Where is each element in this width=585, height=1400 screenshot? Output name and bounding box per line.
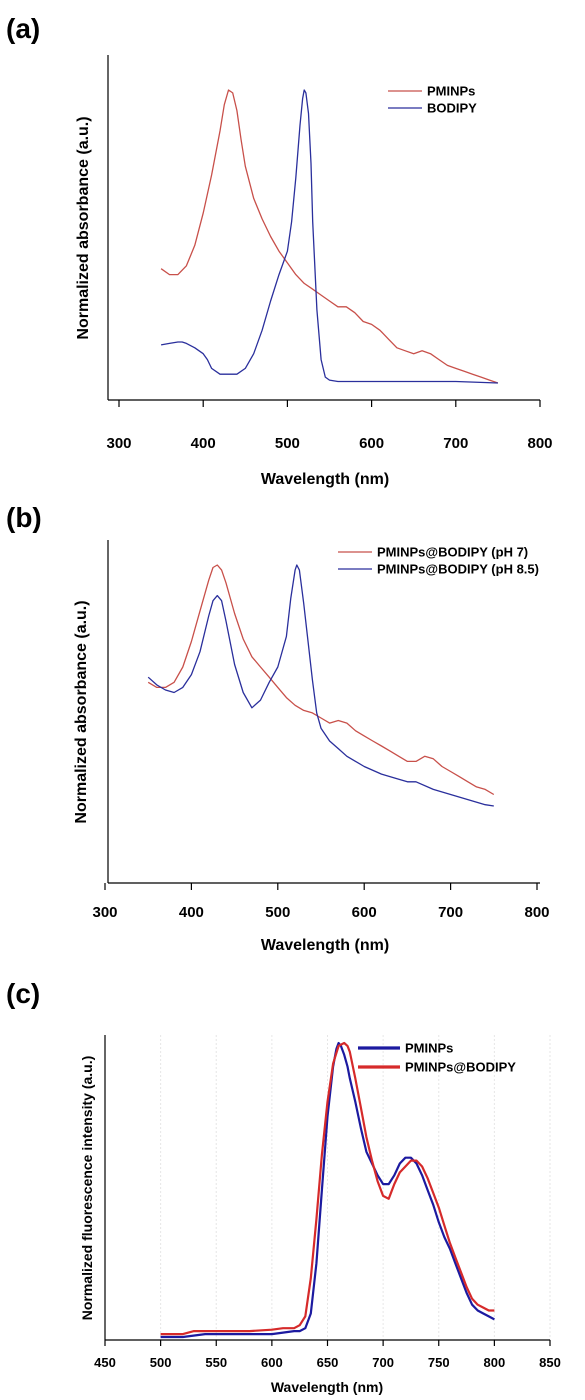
x-tick-label: 500: [275, 435, 300, 452]
legend-label-0: PMINPs: [405, 1041, 453, 1056]
panel-c: (c) Wavelength (nm) Normalized fluoresce…: [6, 978, 561, 1395]
series-line-second: [160, 1041, 495, 1336]
x-tick-label: 300: [92, 904, 117, 921]
series-line-first: [147, 564, 495, 796]
series-line-second: [147, 564, 494, 807]
series-group-a: [160, 89, 499, 384]
series-group-c: [160, 1041, 495, 1339]
panel-label-a: (a): [6, 13, 40, 44]
panel-b: (b) Wavelength (nm) Normalized absorbanc…: [6, 502, 550, 954]
legend-label-1: PMINPs@BODIPY: [405, 1060, 516, 1075]
legend-label-0: PMINPs: [427, 84, 475, 99]
legend-b: PMINPs@BODIPY (pH 7) PMINPs@BODIPY (pH 8.…: [338, 545, 539, 577]
x-tick-label: 700: [372, 1355, 394, 1370]
series-line-first: [160, 1041, 495, 1339]
x-tick-label: 800: [484, 1355, 506, 1370]
x-tick-label: 850: [539, 1355, 561, 1370]
x-tick-label: 400: [179, 904, 204, 921]
legend-label-0: PMINPs@BODIPY (pH 7): [377, 545, 528, 560]
legend-c: PMINPs PMINPs@BODIPY: [358, 1041, 516, 1075]
x-tick-label: 750: [428, 1355, 450, 1370]
series-line-first: [160, 89, 499, 384]
x-ticks-c: 450 500 550 600 650 700 750 800 850: [94, 1340, 561, 1370]
x-tick-label: 650: [317, 1355, 339, 1370]
legend-label-1: BODIPY: [427, 101, 477, 116]
x-axis-label-b: Wavelength (nm): [261, 937, 389, 954]
y-axis-label-a: Normalized absorbance (a.u.): [75, 116, 92, 339]
x-ticks-b: 300 400 500 600 700 800: [92, 883, 550, 921]
x-tick-label: 500: [150, 1355, 172, 1370]
x-tick-label: 600: [359, 435, 384, 452]
x-tick-label: 600: [261, 1355, 283, 1370]
x-axis-label-c: Wavelength (nm): [271, 1379, 383, 1395]
y-axis-label-c: Normalized fluorescence intensity (a.u.): [79, 1056, 95, 1321]
x-tick-label: 700: [438, 904, 463, 921]
series-group-b: [147, 564, 495, 807]
x-ticks-a: 300 400 500 600 700 800: [106, 400, 553, 452]
x-tick-label: 800: [524, 904, 549, 921]
x-tick-label: 800: [527, 435, 552, 452]
legend-label-1: PMINPs@BODIPY (pH 8.5): [377, 562, 539, 577]
x-tick-label: 700: [443, 435, 468, 452]
panel-label-c: (c): [6, 978, 40, 1009]
x-tick-label: 550: [205, 1355, 227, 1370]
panel-label-b: (b): [6, 502, 42, 533]
x-axis-label-a: Wavelength (nm): [261, 471, 389, 488]
x-tick-label: 600: [352, 904, 377, 921]
legend-a: PMINPs BODIPY: [388, 84, 477, 116]
x-tick-label: 500: [265, 904, 290, 921]
grid-c: [104, 1035, 551, 1340]
series-line-second: [160, 89, 498, 384]
x-tick-label: 450: [94, 1355, 116, 1370]
x-tick-label: 300: [106, 435, 131, 452]
panel-a: (a) Wavelength (nm) Normalized absorbanc…: [6, 13, 553, 488]
y-axis-label-b: Normalized absorbance (a.u.): [73, 600, 90, 823]
x-tick-label: 400: [191, 435, 216, 452]
